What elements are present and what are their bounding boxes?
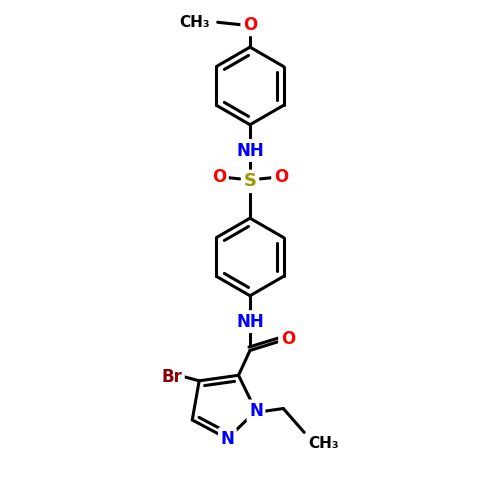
Text: NH: NH [236, 142, 264, 160]
Text: N: N [220, 430, 234, 448]
Text: S: S [244, 172, 256, 190]
Text: O: O [280, 330, 295, 348]
Text: Br: Br [162, 368, 182, 386]
Text: O: O [212, 168, 226, 186]
Text: NH: NH [236, 312, 264, 330]
Text: O: O [243, 16, 257, 34]
Text: CH₃: CH₃ [180, 15, 210, 30]
Text: O: O [274, 168, 288, 186]
Text: CH₃: CH₃ [308, 436, 339, 452]
Text: N: N [249, 402, 263, 420]
